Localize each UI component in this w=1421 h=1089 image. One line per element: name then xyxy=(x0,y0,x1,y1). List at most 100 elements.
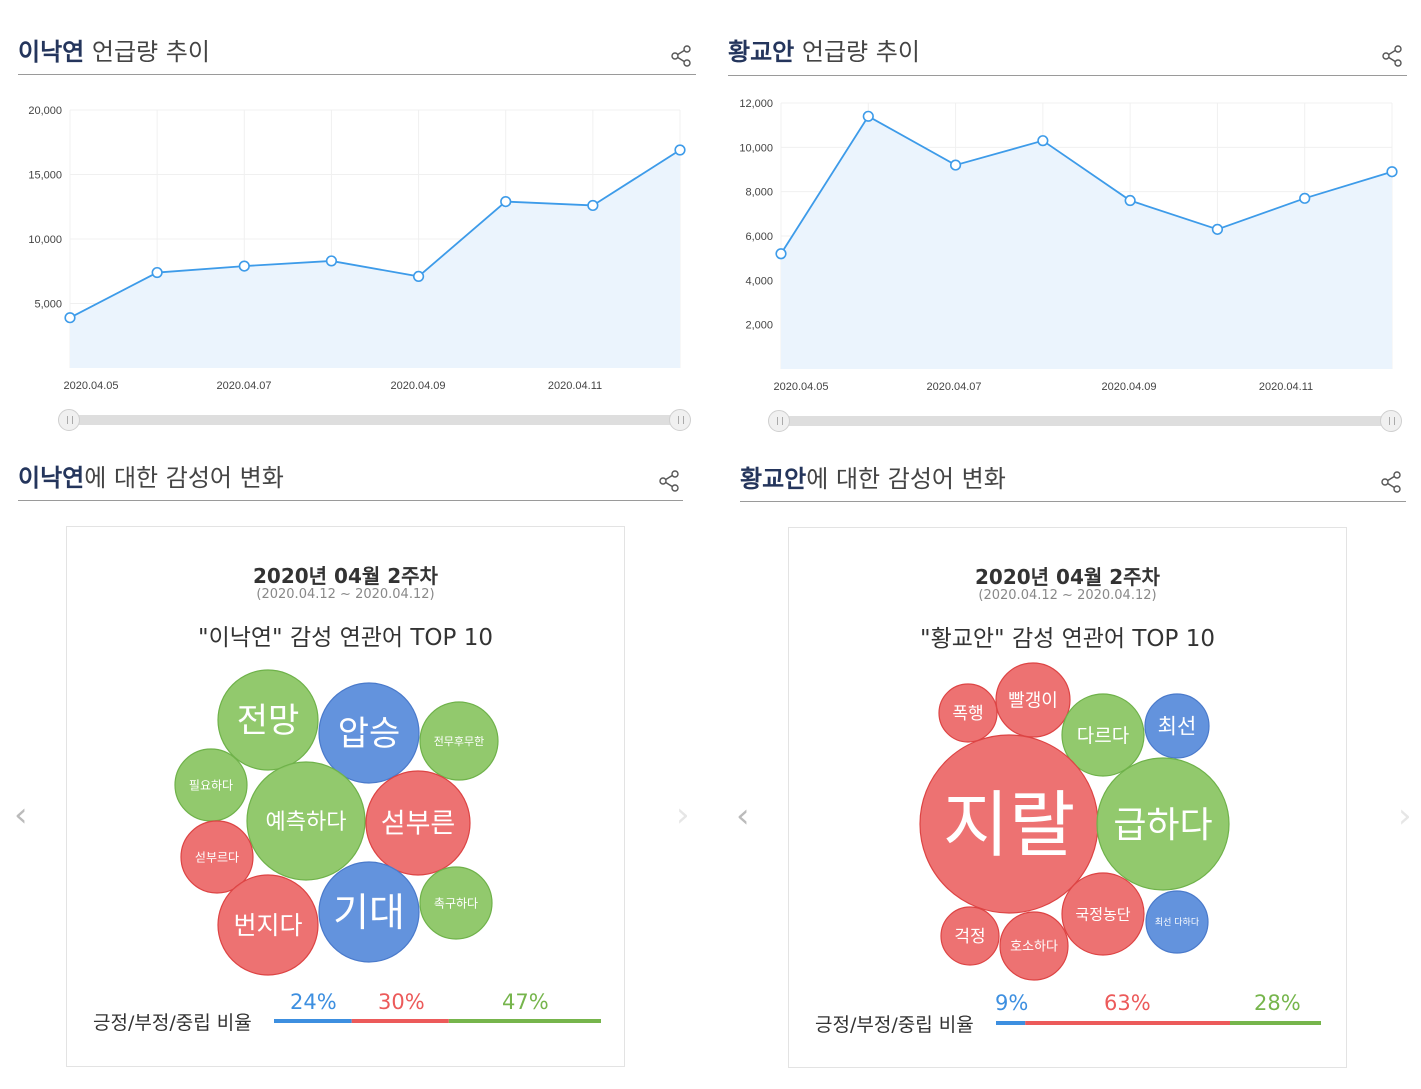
left-sentiment-card: 2020년 04월 2주차 (2020.04.12 ~ 2020.04.12) … xyxy=(66,526,625,1067)
negative-percent: 63% xyxy=(1104,991,1151,1015)
share-icon[interactable] xyxy=(657,469,681,493)
data-point xyxy=(1037,135,1049,147)
neutral-ratio-segment xyxy=(1230,1021,1321,1025)
y-tick-label: 4,000 xyxy=(745,275,773,287)
word-label: 섣부르다 xyxy=(195,850,239,864)
word-bubble xyxy=(217,669,319,771)
y-tick-label: 12,000 xyxy=(739,98,773,110)
data-point xyxy=(238,260,250,272)
data-point xyxy=(1299,192,1311,204)
x-tick-label: 2020.04.07 xyxy=(926,381,981,393)
area-fill xyxy=(781,116,1392,369)
data-point xyxy=(587,199,599,212)
slider-end-handle[interactable] xyxy=(1380,410,1402,432)
title-divider xyxy=(18,500,683,501)
share-icon[interactable] xyxy=(1380,44,1404,68)
right-mention-line-chart: 2,000 4,000 6,000 8,000 10,000 12,000 2020.04.… xyxy=(739,98,1398,393)
area-fill xyxy=(70,149,680,368)
right-sentiment-title: 황교안에 대한 감성어 변화 xyxy=(740,459,1006,494)
word-label: 다르다 xyxy=(1077,725,1129,747)
chevron-left-icon[interactable]: ‹ xyxy=(736,796,750,836)
word-label: 전무후무한 xyxy=(434,735,485,748)
neutral-ratio-segment xyxy=(448,1019,601,1023)
word-label: 최선 다하다 xyxy=(1155,917,1200,928)
word-bubble xyxy=(246,761,366,881)
word-bubble xyxy=(217,874,319,976)
slider-start-handle[interactable] xyxy=(58,409,80,431)
data-point xyxy=(64,312,76,324)
word-label: 섣부른 xyxy=(381,809,456,840)
word-bubble xyxy=(318,682,420,784)
positive-percent: 9% xyxy=(995,991,1029,1015)
data-point xyxy=(674,144,686,156)
word-bubble xyxy=(365,770,471,876)
neutral-percent: 28% xyxy=(1254,991,1301,1015)
y-tick-label: 8,000 xyxy=(745,187,773,199)
chevron-left-icon[interactable]: ‹ xyxy=(14,795,28,835)
y-tick-label: 15,000 xyxy=(28,170,62,182)
x-tick-label: 2020.04.11 xyxy=(548,380,602,392)
word-bubble xyxy=(1144,693,1210,759)
data-point xyxy=(325,255,338,267)
y-tick-label: 6,000 xyxy=(745,231,773,243)
data-point xyxy=(949,159,962,171)
word-label: 필요하다 xyxy=(189,778,233,792)
positive-percent: 24% xyxy=(290,990,337,1014)
word-bubble xyxy=(318,861,420,963)
y-tick-label: 5,000 xyxy=(34,299,62,311)
x-tick-label: 2020.04.09 xyxy=(1101,381,1156,393)
data-point xyxy=(1211,223,1224,235)
y-tick-label: 2,000 xyxy=(745,320,773,332)
word-label: 최선 xyxy=(1158,715,1197,739)
candidate-name: 이낙연 xyxy=(18,38,85,66)
week-label: 2020년 04월 2주차 xyxy=(253,564,438,588)
data-point xyxy=(1386,166,1398,178)
title-suffix: 언급량 추이 xyxy=(794,38,920,66)
word-bubble xyxy=(419,701,499,781)
word-label: 국정농단 xyxy=(1075,905,1130,923)
candidate-name: 황교안 xyxy=(728,38,795,66)
y-tick-label: 10,000 xyxy=(739,142,773,154)
word-label: 걱정 xyxy=(954,927,985,947)
week-label: 2020년 04월 2주차 xyxy=(975,565,1160,589)
left-sentiment-title: 이낙연에 대한 감성어 변화 xyxy=(18,458,284,493)
date-range-slider[interactable] xyxy=(770,416,1400,426)
word-bubble xyxy=(940,906,1000,966)
negative-ratio-segment xyxy=(1025,1021,1230,1025)
title-divider xyxy=(18,74,696,75)
sentiment-ratio-bar xyxy=(274,1019,601,1023)
word-label: 폭행 xyxy=(952,704,983,724)
y-tick-label: 20,000 xyxy=(28,105,62,117)
share-icon[interactable] xyxy=(669,44,693,68)
x-tick-label: 2020.04.07 xyxy=(216,380,271,392)
word-bubble xyxy=(1061,693,1145,777)
series-line xyxy=(780,115,1393,255)
x-tick-label: 2020.04.11 xyxy=(1259,381,1313,393)
x-tick-label: 2020.04.05 xyxy=(63,380,118,392)
chevron-right-icon[interactable]: › xyxy=(676,795,690,835)
x-tick-label: 2020.04.09 xyxy=(390,380,445,392)
data-point xyxy=(151,266,163,279)
data-point xyxy=(775,248,787,260)
share-icon[interactable] xyxy=(1379,470,1403,494)
date-range-slider[interactable] xyxy=(60,415,690,425)
x-tick-label: 2020.04.05 xyxy=(773,381,828,393)
sentiment-ratio-bar xyxy=(996,1021,1321,1025)
left-trend-title: 이낙연 언급량 추이 xyxy=(18,32,210,67)
data-point xyxy=(500,195,512,208)
series-line xyxy=(69,149,681,319)
data-point xyxy=(1124,194,1136,207)
slider-end-handle[interactable] xyxy=(669,409,691,431)
date-range: (2020.04.12 ~ 2020.04.12) xyxy=(256,587,435,602)
word-bubble xyxy=(180,820,254,894)
title-divider xyxy=(740,501,1406,502)
neutral-percent: 47% xyxy=(502,990,549,1014)
word-bubble xyxy=(938,683,998,743)
slider-start-handle[interactable] xyxy=(768,410,790,432)
title-suffix: 에 대한 감성어 변화 xyxy=(84,464,284,492)
word-label: 번지다 xyxy=(233,911,302,940)
chevron-right-icon[interactable]: › xyxy=(1398,796,1412,836)
word-bubble xyxy=(419,866,493,940)
